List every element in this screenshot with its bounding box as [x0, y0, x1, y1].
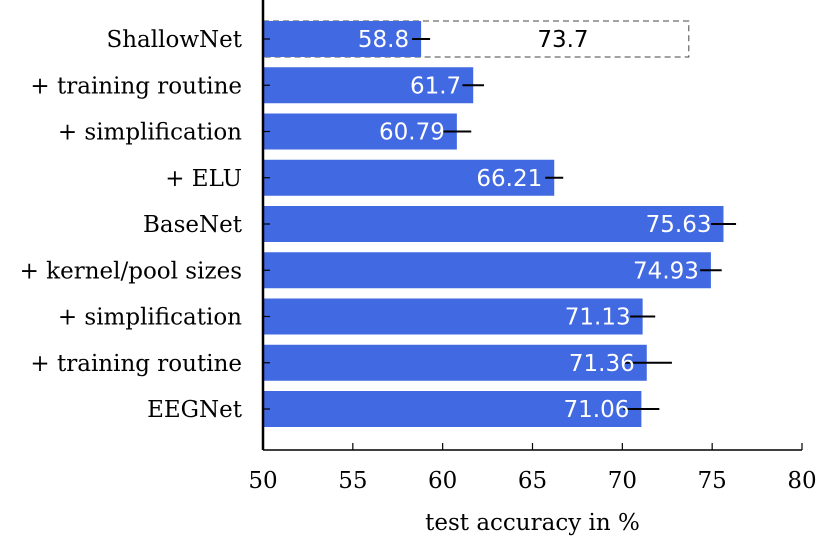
category-label: EEGNet [147, 397, 243, 423]
category-label: ShallowNet [106, 27, 242, 53]
bar [263, 21, 422, 57]
data-label: 60.79 [379, 120, 445, 146]
bar [263, 67, 474, 104]
category-label: BaseNet [143, 212, 243, 238]
x-tick-label: 70 [608, 468, 637, 494]
category-label: + training routine [30, 73, 242, 99]
reference-bar-label: 73.7 [537, 27, 588, 53]
data-label: 58.8 [358, 27, 409, 53]
bar [263, 391, 642, 427]
data-label: 66.21 [476, 166, 542, 192]
data-label: 71.36 [569, 351, 635, 377]
category-label: + training routine [30, 351, 242, 377]
bar [263, 113, 457, 150]
data-label: 74.93 [633, 258, 699, 284]
x-tick-label: 50 [248, 468, 277, 494]
bar [263, 252, 711, 289]
x-tick-label: 60 [428, 468, 457, 494]
x-tick-label: 75 [698, 468, 727, 494]
data-label: 61.7 [410, 73, 461, 99]
category-label: + kernel/pool sizes [20, 258, 242, 284]
category-label: + simplification [58, 120, 242, 146]
x-tick-label: 65 [518, 468, 547, 494]
bar [263, 344, 647, 381]
data-label: 75.63 [646, 212, 712, 238]
category-label: + ELU [165, 166, 242, 192]
bar [263, 298, 643, 335]
data-label: 71.06 [564, 397, 630, 423]
x-tick-label: 80 [787, 468, 816, 494]
bar [263, 206, 724, 242]
bar [263, 159, 555, 196]
data-label: 71.13 [565, 305, 631, 331]
x-axis-title: test accuracy in % [425, 510, 640, 536]
category-label: + simplification [58, 305, 242, 331]
x-tick-label: 55 [338, 468, 367, 494]
